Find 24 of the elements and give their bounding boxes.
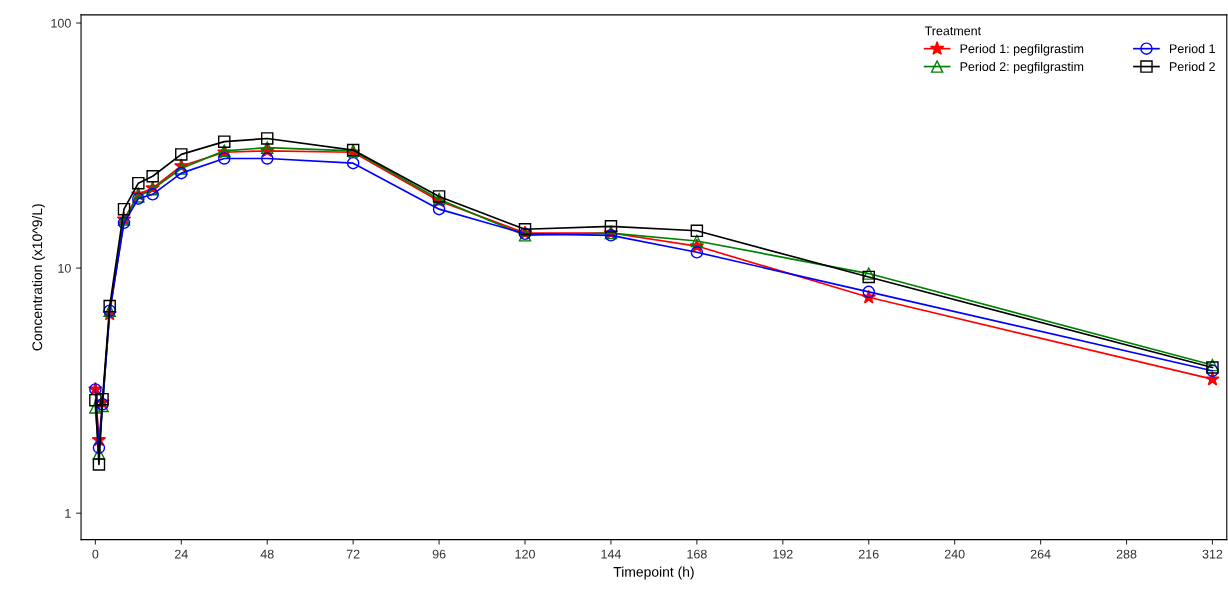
y-tick-label: 10 [58,263,71,273]
y-axis-title: Concentration (x10^9/L) [31,204,45,351]
x-tick-label: 24 [174,549,188,559]
y-tick-label: 1 [65,509,71,518]
legend-label: Period 1: pegfilgrastim [960,43,1084,56]
legend-label: Period 1 [1169,43,1215,54]
x-tick-label: 48 [260,549,274,559]
x-tick-label: 144 [601,549,622,559]
x-tick-label: 120 [515,549,535,559]
x-tick-label: 96 [432,549,446,559]
x-tick-label: 216 [858,549,879,559]
y-tick-label: 100 [51,18,71,28]
x-tick-label: 240 [944,549,965,559]
x-axis-title: Timepoint (h) [613,566,694,580]
legend-label: Period 2: pegfilgrastim [960,61,1084,74]
legend-title: Treatment [924,26,982,36]
x-tick-label: 312 [1202,549,1223,559]
x-tick-label: 168 [687,549,707,559]
x-tick-label: 264 [1030,549,1051,559]
legend-label: Period 2 [1169,61,1215,72]
x-tick-label: 288 [1116,549,1137,559]
x-tick-label: 72 [346,549,360,559]
x-tick-label: 0 [92,549,99,559]
x-tick-label: 192 [773,549,793,559]
